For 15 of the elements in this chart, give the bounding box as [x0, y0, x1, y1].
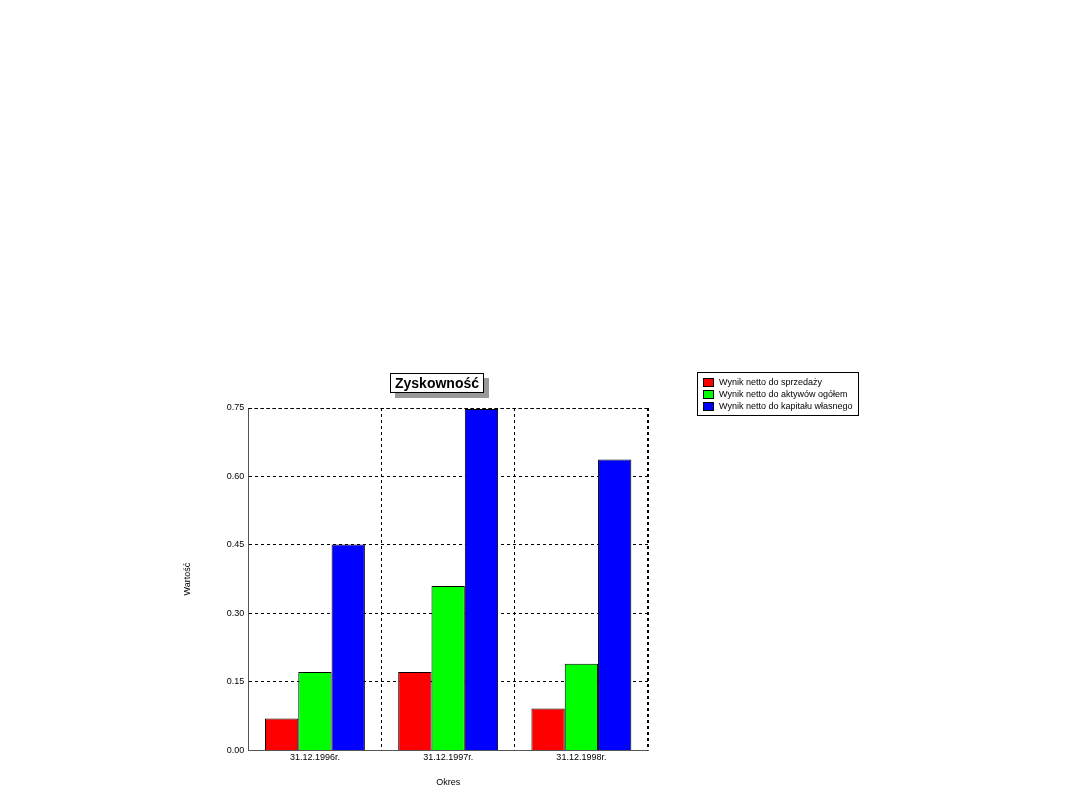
y-tick-label: 0.60	[226, 470, 245, 481]
x-tick-label: 31.12.1996r.	[289, 752, 340, 763]
x-tick-label: 31.12.1998r.	[556, 752, 607, 763]
chart-title: Zyskowność	[390, 373, 485, 393]
y-tick-label: 0.75	[226, 402, 245, 413]
y-tick-label: 0.45	[226, 539, 245, 550]
x-tick-label: 31.12.1997r.	[423, 752, 474, 763]
y-axis-title: Wartość	[181, 562, 192, 596]
y-tick-label: 0.30	[226, 607, 245, 618]
legend-label: Wynik netto do sprzedaży	[719, 377, 822, 387]
y-tick-label: 0.15	[226, 676, 245, 687]
legend-label: Wynik netto do kapitału własnego	[719, 401, 853, 411]
x-axis-title: Okres	[436, 777, 461, 788]
legend-label: Wynik netto do aktywów ogółem	[719, 389, 848, 399]
y-tick-label: 0.00	[226, 744, 245, 755]
